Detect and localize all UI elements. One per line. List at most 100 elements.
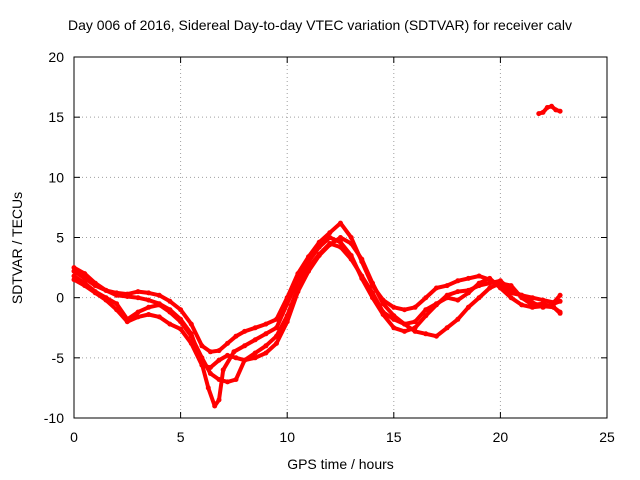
data-point [207, 371, 213, 376]
data-point [338, 244, 343, 250]
data-point [391, 313, 397, 319]
data-point [207, 365, 213, 370]
data-point [167, 298, 173, 304]
data-point [455, 289, 461, 295]
data-point [338, 239, 343, 245]
data-point [423, 295, 429, 301]
data-point [476, 295, 482, 301]
data-point [348, 256, 354, 262]
data-point [71, 273, 77, 279]
x-tick-label: 25 [599, 429, 615, 445]
data-point [423, 331, 429, 337]
data-point [114, 290, 120, 296]
data-point [92, 280, 98, 286]
x-tick-label: 15 [386, 429, 402, 445]
data-point [455, 316, 461, 322]
data-point [135, 314, 141, 320]
data-point [284, 295, 290, 301]
data-point [156, 292, 162, 298]
data-point [225, 352, 230, 358]
data-point [103, 287, 109, 293]
data-point [188, 321, 194, 327]
data-point [540, 297, 546, 303]
data-point [549, 103, 555, 109]
data-point [540, 109, 546, 115]
data-point [188, 340, 194, 346]
data-point [242, 357, 248, 363]
data-point [252, 350, 258, 356]
data-point [124, 319, 130, 325]
x-axis-label: GPS time / hours [287, 456, 394, 472]
data-point [252, 355, 258, 361]
data-point [233, 355, 239, 361]
data-point [551, 304, 557, 310]
data-point [242, 328, 248, 334]
data-point [71, 265, 77, 271]
data-point [553, 107, 559, 113]
data-point [444, 325, 450, 331]
data-point [391, 325, 397, 331]
data-point [207, 349, 213, 355]
data-point [551, 300, 557, 305]
data-point [274, 316, 279, 322]
data-point [233, 333, 239, 339]
data-point [508, 295, 514, 301]
data-point [519, 302, 525, 308]
data-point [391, 304, 397, 310]
data-point [557, 298, 563, 304]
data-point [216, 397, 222, 403]
y-tick-label: 5 [56, 230, 64, 246]
data-point [402, 307, 407, 313]
data-point [348, 235, 354, 240]
data-series [71, 103, 563, 409]
series-line-track-3 [72, 235, 563, 370]
data-point [465, 304, 471, 310]
data-point [497, 283, 503, 289]
data-point [216, 357, 222, 363]
data-point [199, 343, 205, 349]
data-point [529, 295, 535, 301]
data-point [216, 348, 222, 354]
y-tick-label: -10 [44, 410, 64, 426]
data-point [284, 319, 290, 325]
data-point [274, 340, 279, 346]
data-point [114, 301, 120, 307]
data-point [167, 321, 173, 327]
data-point [231, 349, 237, 355]
data-point [433, 285, 439, 291]
data-point [423, 313, 429, 319]
data-point [433, 301, 439, 307]
data-point [423, 307, 429, 313]
data-point [212, 403, 218, 409]
y-tick-label: -5 [52, 350, 65, 366]
data-point [444, 283, 450, 289]
data-point [476, 273, 482, 279]
y-axis-label: SDTVAR / TECUs [9, 191, 25, 305]
data-point [412, 328, 418, 334]
data-point [380, 309, 386, 315]
y-tick-label: 15 [48, 109, 64, 125]
x-tick-label: 5 [177, 429, 185, 445]
data-point [295, 289, 301, 295]
data-point [529, 302, 535, 308]
data-point [455, 297, 461, 303]
data-point [536, 111, 542, 117]
data-point [114, 307, 120, 313]
data-point [82, 283, 88, 289]
data-point [263, 350, 269, 356]
data-point [135, 309, 141, 315]
data-point [487, 277, 493, 283]
data-point [216, 377, 222, 382]
data-point [359, 273, 365, 279]
data-point [225, 379, 230, 385]
data-point [557, 309, 563, 315]
data-point [146, 297, 152, 303]
data-point [370, 283, 375, 289]
data-point [252, 325, 258, 331]
data-point [146, 290, 152, 296]
data-point [316, 253, 322, 258]
data-point [557, 292, 563, 298]
data-point [225, 340, 230, 346]
data-point [306, 254, 311, 260]
data-point [359, 259, 365, 265]
